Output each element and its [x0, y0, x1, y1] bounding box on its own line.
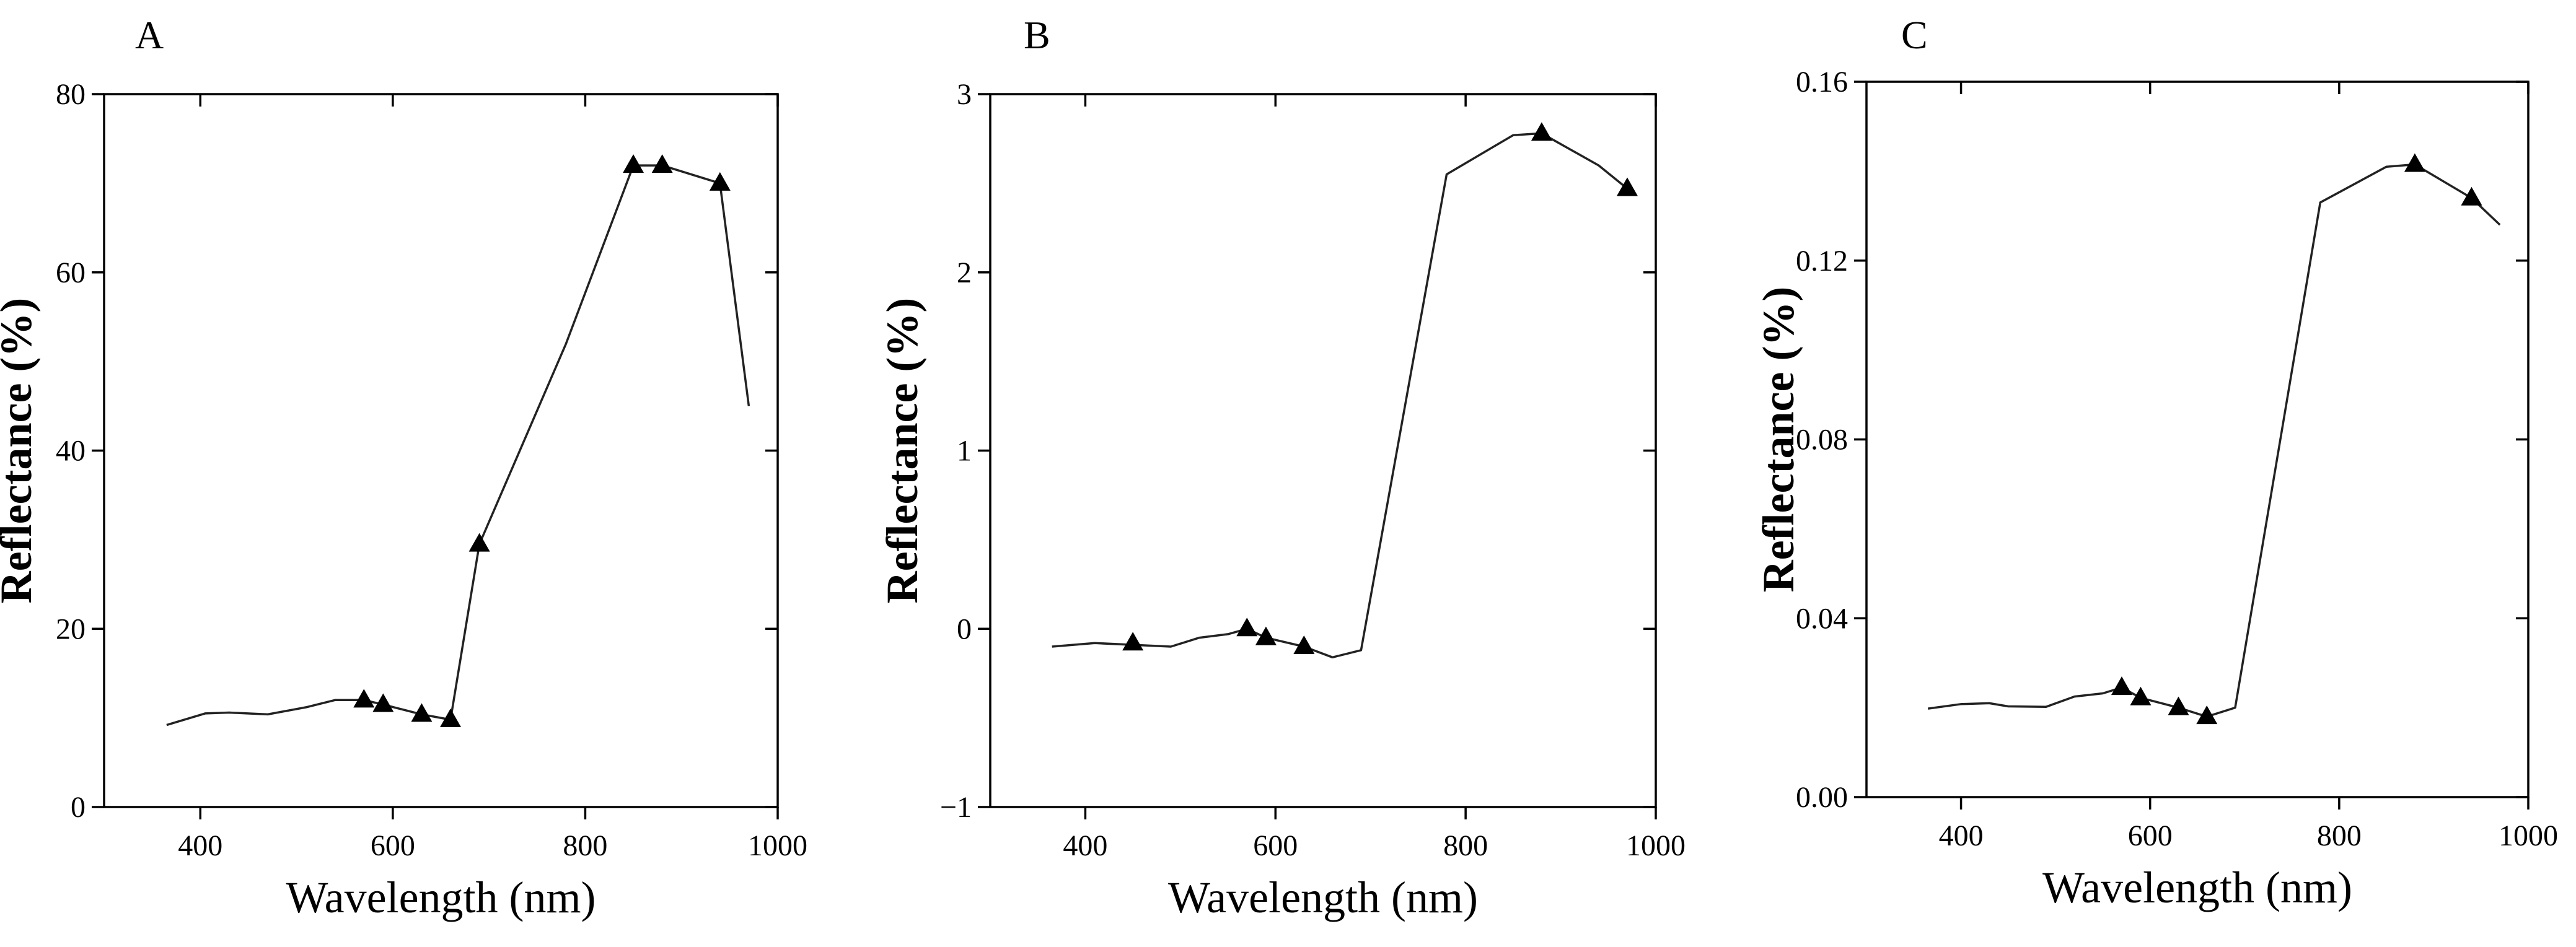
- x-tick-label: 400: [1063, 829, 1107, 862]
- y-tick-label: 0: [71, 791, 86, 824]
- series-line: [1927, 163, 2501, 718]
- data-point-marker: [709, 172, 731, 191]
- chart-panel-b: B 400 600 800 1000 −1 0 1 2 3 Wavelength (nm) Refle…: [877, 13, 1686, 922]
- chart-panel-a: A 400 600 800 1000 0 20 40 60 80 Wavelength (nm) Re…: [0, 13, 807, 922]
- data-point-marker: [2111, 676, 2132, 696]
- data-point-marker: [353, 689, 375, 708]
- x-tick-label: 1000: [2499, 819, 2558, 852]
- series-line: [166, 164, 750, 727]
- panel-label: C: [1901, 13, 1928, 57]
- y-axis-title: Reflectance (%): [0, 298, 41, 604]
- y-tick-label: 0.00: [1796, 781, 1848, 814]
- x-axis-title: Wavelength (nm): [286, 873, 596, 922]
- plot-frame: [103, 93, 779, 808]
- data-point-marker: [1255, 626, 1277, 645]
- data-point-marker: [440, 709, 462, 728]
- data-point-marker: [1616, 177, 1638, 196]
- panel-label: A: [135, 13, 164, 57]
- x-tick-label: 600: [371, 829, 415, 862]
- data-point-marker: [1531, 122, 1552, 141]
- data-point-marker: [468, 533, 490, 552]
- x-tick-label: 600: [2128, 819, 2173, 852]
- y-tick-label: 0.08: [1796, 424, 1848, 456]
- y-tick-label: 0.04: [1796, 602, 1848, 635]
- data-point-marker: [651, 154, 673, 173]
- x-tick-label: 1000: [1626, 829, 1686, 862]
- y-tick-label: 0.16: [1796, 66, 1848, 98]
- x-tick-label: 1000: [748, 829, 807, 862]
- y-tick-label: −1: [940, 791, 972, 824]
- y-tick-label: 60: [56, 256, 86, 289]
- y-tick-label: 2: [957, 256, 972, 289]
- data-point-marker: [372, 693, 394, 712]
- series-line: [1052, 132, 1629, 659]
- x-tick-label: 600: [1253, 829, 1298, 862]
- data-point-marker: [2461, 186, 2482, 206]
- y-tick-label: 1: [957, 435, 972, 468]
- y-tick-label: 3: [957, 78, 972, 111]
- data-point-marker: [2168, 696, 2189, 715]
- x-tick-label: 800: [1443, 829, 1488, 862]
- x-tick-label: 800: [563, 829, 607, 862]
- y-tick-label: 80: [56, 78, 86, 111]
- data-point-marker: [2196, 705, 2218, 725]
- data-point-marker: [1293, 635, 1315, 655]
- plot-frame: [1865, 81, 2530, 798]
- y-axis-title: Reflectance (%): [877, 298, 927, 604]
- x-axis-title: Wavelength (nm): [1168, 873, 1478, 922]
- x-axis-title: Wavelength (nm): [2042, 863, 2352, 912]
- y-tick-label: 20: [56, 613, 86, 645]
- x-tick-label: 400: [1939, 819, 1984, 852]
- data-point-marker: [2130, 686, 2152, 705]
- data-point-marker: [2404, 153, 2425, 172]
- x-tick-label: 800: [2317, 819, 2362, 852]
- data-point-marker: [1122, 632, 1144, 651]
- data-point-marker: [1236, 618, 1258, 637]
- chart-panel-c: C 400 600 800 1000 0.00 0.04 0.08 0.12 0.16 Wavele…: [1754, 13, 2558, 912]
- x-tick-label: 400: [178, 829, 222, 862]
- data-point-marker: [411, 703, 433, 722]
- data-point-marker: [623, 154, 644, 173]
- y-axis-title: Reflectance (%): [1754, 287, 1803, 593]
- y-tick-label: 40: [56, 435, 86, 468]
- y-tick-label: 0.12: [1796, 245, 1848, 277]
- panel-label: B: [1024, 13, 1050, 57]
- y-tick-label: 0: [957, 613, 972, 645]
- plot-frame: [989, 93, 1657, 808]
